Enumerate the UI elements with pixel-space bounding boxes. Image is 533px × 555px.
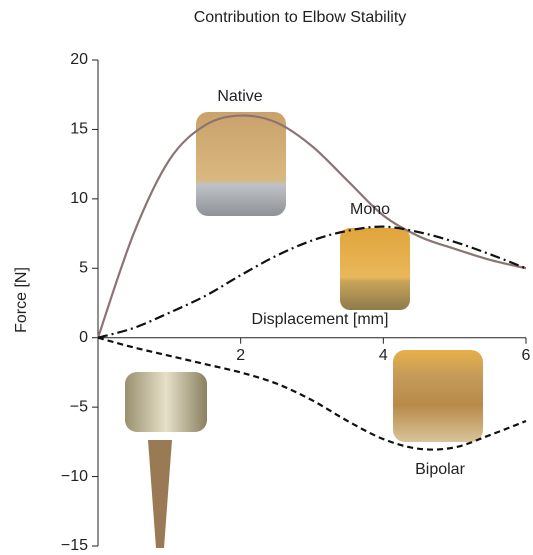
implant-stem (148, 440, 172, 548)
x-tick-label: 6 (522, 347, 531, 364)
x-tick-label: 4 (379, 347, 388, 364)
y-tick-label: 0 (79, 329, 88, 346)
y-tick-label: 5 (79, 260, 88, 277)
mono-photo (340, 228, 410, 310)
y-tick-label: −5 (70, 398, 88, 415)
chart-title: Contribution to Elbow Stability (194, 9, 407, 26)
y-axis-label: Force [N] (13, 267, 30, 333)
series-label: Bipolar (415, 461, 465, 478)
photos (125, 112, 483, 548)
y-tick-label: −10 (61, 468, 88, 485)
y-tick-label: 20 (70, 51, 88, 68)
y-tick-label: 10 (70, 190, 88, 207)
x-tick-label: 2 (236, 347, 245, 364)
series-label: Mono (350, 201, 390, 218)
series-label: Native (217, 88, 262, 105)
y-tick-label: 15 (70, 121, 88, 138)
bipolar-photo (393, 350, 483, 442)
chart: Contribution to Elbow Stability Force [N… (0, 0, 533, 555)
series-line (98, 115, 526, 337)
native-photo (196, 112, 286, 216)
implant-head (125, 372, 207, 432)
x-axis-label: Displacement [mm] (252, 311, 389, 328)
y-tick-label: −15 (61, 537, 88, 554)
